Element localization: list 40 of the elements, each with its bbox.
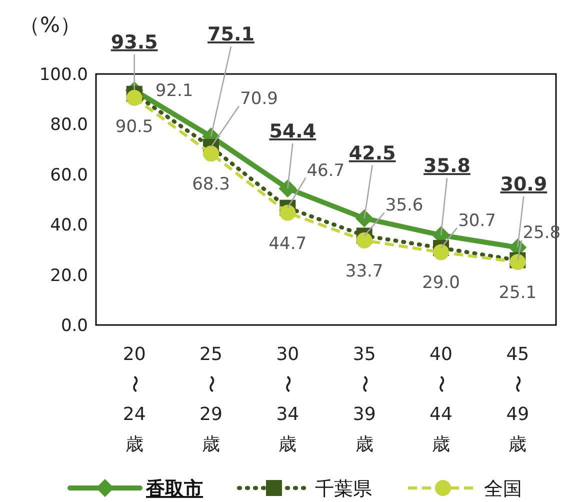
x-tick-label: 20〜24歳	[122, 344, 146, 455]
point	[433, 244, 449, 260]
data-label: 35.8	[424, 155, 470, 178]
point	[355, 209, 374, 228]
data-label: 68.3	[192, 174, 230, 195]
x-tick-label: 30〜34歳	[276, 344, 300, 455]
data-label: 33.7	[345, 261, 384, 282]
point	[356, 232, 372, 248]
y-tick-label: 100.0	[39, 65, 88, 85]
data-label: 90.5	[115, 116, 154, 137]
legend-label: 千葉県	[315, 478, 372, 500]
x-tick-label: 25〜29歳	[200, 344, 222, 455]
point	[203, 146, 219, 162]
y-tick-label: 0.0	[60, 316, 88, 336]
data-label: 44.7	[268, 234, 307, 254]
data-label: 93.5	[110, 31, 158, 54]
data-label: 75.1	[208, 24, 254, 46]
point	[126, 90, 142, 106]
x-tick-label: 45〜49歳	[506, 344, 530, 455]
data-label: 30.9	[500, 173, 548, 196]
y-tick-label: 20.0	[50, 266, 88, 286]
y-tick-label: 80.0	[50, 115, 88, 136]
legend-label: 香取市	[145, 478, 203, 500]
y-axis-title: （%）	[19, 13, 81, 37]
data-label: 42.5	[348, 142, 396, 164]
x-tick-label: 35〜39歳	[352, 344, 376, 455]
legend-label: 全国	[484, 478, 522, 500]
data-label: 35.6	[385, 196, 424, 216]
y-tick-label: 60.0	[50, 165, 88, 186]
data-label: 46.7	[306, 160, 345, 181]
data-label: 70.9	[240, 89, 278, 110]
y-tick-label: 40.0	[50, 216, 88, 236]
data-label: 92.1	[155, 80, 194, 101]
point	[280, 204, 296, 221]
x-tick-label: 40〜44歳	[430, 344, 452, 455]
point	[278, 179, 297, 198]
data-label: 29.0	[422, 273, 460, 294]
data-label: 54.4	[269, 120, 316, 142]
data-label: 25.1	[498, 283, 537, 303]
data-label: 30.7	[458, 210, 496, 231]
